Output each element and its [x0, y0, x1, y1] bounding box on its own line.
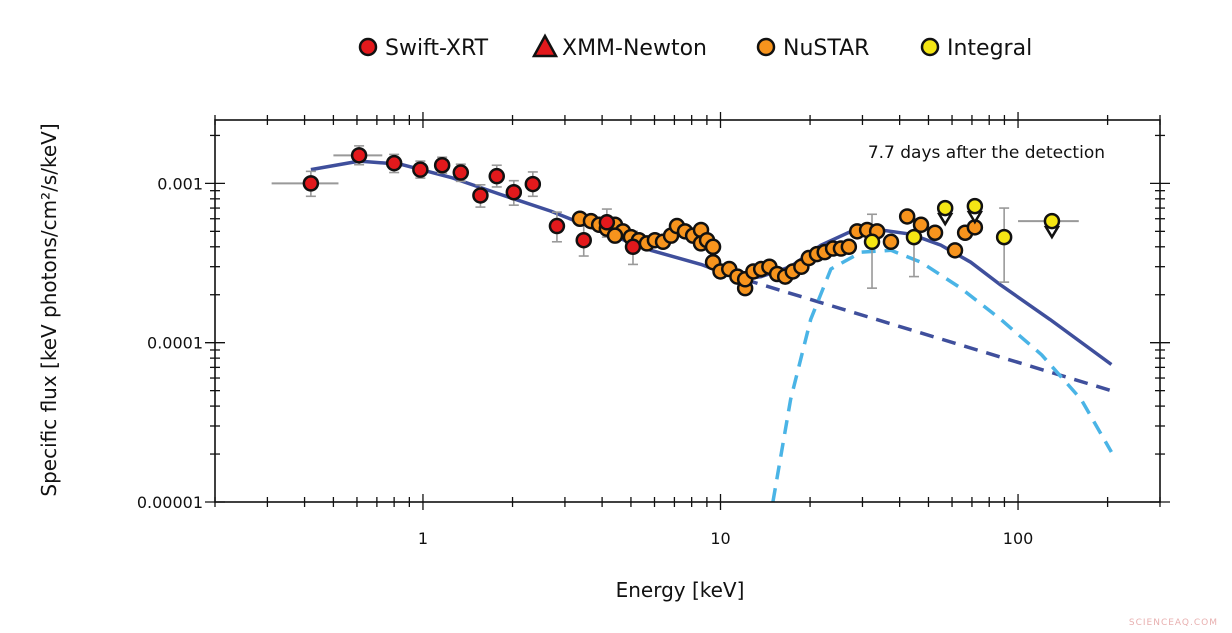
swiftxrt-point	[505, 183, 523, 201]
watermark: SCIENCEAQ.COM	[1129, 618, 1218, 628]
legend-item: Swift-XRT	[358, 36, 489, 61]
swiftxrt-point	[452, 164, 470, 181]
swiftxrt-point	[624, 238, 642, 256]
swiftxrt-point	[575, 231, 592, 249]
model-component-dashed	[771, 248, 1113, 503]
swiftxrt-point	[598, 214, 616, 231]
swiftxrt-point	[472, 187, 489, 204]
integral-point	[905, 228, 923, 246]
x-tick-label: 10	[710, 529, 730, 548]
swiftxrt-point	[302, 175, 320, 192]
integral-point	[1043, 212, 1061, 230]
legend-label: Integral	[947, 36, 1032, 61]
nustar-point	[946, 242, 964, 259]
legend-triangle-marker	[531, 33, 559, 58]
nustar-point	[840, 238, 858, 256]
legend-circle-marker	[920, 37, 940, 57]
swiftxrt-point	[524, 175, 542, 193]
swiftxrt-point	[412, 161, 429, 178]
legend: Swift-XRT XMM-Newton NuSTAR Integral	[358, 33, 1032, 61]
y-axis-title: Specific flux [keV photons/cm²/s/keV]	[37, 123, 61, 496]
nustar-point	[912, 216, 930, 234]
y-tick-label: 0.001	[157, 174, 203, 193]
model-component-dashed	[743, 277, 1112, 393]
swiftxrt-point	[488, 167, 505, 185]
axes: 1 10 100 0.001 0.0001 0.00001	[137, 112, 1170, 548]
legend-item: XMM-Newton	[531, 33, 707, 61]
nustar-point	[882, 233, 900, 251]
swiftxrt-point	[548, 217, 566, 235]
swiftxrt-point	[385, 154, 403, 172]
y-tick-label: 0.0001	[147, 334, 203, 353]
x-tick-label: 1	[418, 529, 428, 548]
nustar-point	[704, 238, 722, 256]
legend-label: Swift-XRT	[385, 36, 489, 61]
x-tick-label: 100	[1003, 529, 1034, 548]
y-tick-label: 0.00001	[137, 493, 203, 512]
model-curves	[310, 159, 1113, 503]
nustar-point	[898, 208, 916, 225]
nustar-point	[926, 224, 944, 241]
legend-label: NuSTAR	[783, 36, 869, 61]
legend-circle-marker	[756, 37, 776, 57]
plot-frame	[214, 119, 1161, 503]
annotation: 7.7 days after the detection	[868, 143, 1105, 163]
integral-point	[995, 228, 1013, 246]
integral-point	[863, 233, 881, 251]
integral-point	[966, 197, 984, 215]
x-axis-title: Energy [keV]	[616, 578, 745, 602]
swiftxrt-point	[433, 156, 451, 174]
legend-item: Integral	[920, 36, 1032, 61]
markers	[302, 147, 1061, 297]
integral-point	[936, 199, 954, 217]
legend-item: NuSTAR	[756, 36, 869, 61]
nustar-point	[606, 227, 624, 244]
legend-circle-marker	[358, 37, 378, 57]
legend-label: XMM-Newton	[562, 36, 707, 61]
data-points	[271, 145, 1079, 297]
swiftxrt-point	[350, 147, 368, 164]
